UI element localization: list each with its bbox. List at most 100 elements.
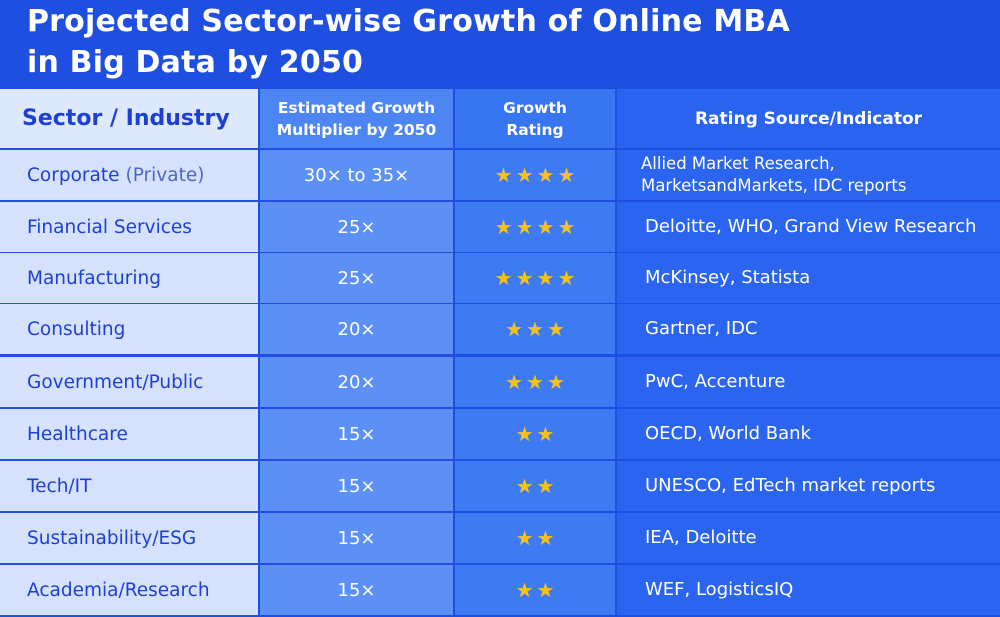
sector-label: Government/Public xyxy=(27,371,204,393)
star-icon: ★ xyxy=(515,215,534,239)
multiplier-cell: 30× to 35× xyxy=(260,150,453,200)
star-icon: ★ xyxy=(515,578,534,602)
table-row: Consulting 20× ★ ★ ★ Gartner, IDC xyxy=(0,304,1000,354)
header-sector: Sector / Industry xyxy=(0,89,258,148)
rating-cell: ★ ★ ★ xyxy=(455,304,615,354)
star-icon: ★ xyxy=(515,422,534,446)
multiplier-cell: 25× xyxy=(260,253,453,303)
table-row: Government/Public 20× ★ ★ ★ PwC, Accenture xyxy=(0,357,1000,407)
header-multiplier: Estimated Growth Multiplier by 2050 xyxy=(260,89,453,148)
star-icon: ★ xyxy=(494,266,513,290)
title-line-1: Projected Sector-wise Growth of Online M… xyxy=(27,4,790,39)
multiplier-cell: 20× xyxy=(260,304,453,354)
star-icon: ★ xyxy=(536,578,555,602)
star-icon: ★ xyxy=(536,422,555,446)
header-multiplier-line-2: Multiplier by 2050 xyxy=(276,120,437,139)
source-text: OECD, World Bank xyxy=(645,423,811,444)
star-icon: ★ xyxy=(515,526,534,550)
sector-cell: Corporate (Private) xyxy=(0,150,258,200)
title-line-2: in Big Data by 2050 xyxy=(27,45,364,80)
header-rating-line-1: Growth xyxy=(503,98,567,117)
rating-cell: ★ ★ ★ ★ xyxy=(455,253,615,303)
star-icon: ★ xyxy=(536,163,555,187)
star-icon: ★ xyxy=(536,266,555,290)
table-row: Tech/IT 15× ★ ★ UNESCO, EdTech market report… xyxy=(0,461,1000,511)
source-text: PwC, Accenture xyxy=(645,371,786,392)
star-icon: ★ xyxy=(546,370,565,394)
source-cell: McKinsey, Statista xyxy=(617,253,1000,303)
source-cell: UNESCO, EdTech market reports xyxy=(617,461,1000,511)
source-cell: Allied Market Research, MarketsandMarkets… xyxy=(617,150,1000,200)
multiplier-cell: 15× xyxy=(260,513,453,563)
sector-cell: Consulting xyxy=(0,304,258,354)
header-source: Rating Source/Indicator xyxy=(617,89,1000,148)
sector-label: Healthcare xyxy=(27,423,128,445)
table-row: Academia/Research 15× ★ ★ WEF, LogisticsIQ xyxy=(0,565,1000,615)
rating-cell: ★ ★ ★ ★ xyxy=(455,150,615,200)
table-row: Financial Services 25× ★ ★ ★ ★ Deloitte, WHO, … xyxy=(0,202,1000,252)
multiplier-cell: 15× xyxy=(260,565,453,615)
star-icon: ★ xyxy=(536,215,555,239)
rating-cell: ★ ★ xyxy=(455,461,615,511)
star-icon: ★ xyxy=(515,266,534,290)
source-cell: Deloitte, WHO, Grand View Research xyxy=(617,202,1000,252)
sector-cell: Healthcare xyxy=(0,409,258,459)
source-text: Deloitte, WHO, Grand View Research xyxy=(645,216,977,237)
star-icon: ★ xyxy=(526,317,544,341)
star-icon: ★ xyxy=(494,163,513,187)
sector-cell: Financial Services xyxy=(0,202,258,252)
sector-cell: Academia/Research xyxy=(0,565,258,615)
star-icon: ★ xyxy=(536,474,555,498)
star-icon: ★ xyxy=(557,266,576,290)
table-row: Manufacturing 25× ★ ★ ★ ★ McKinsey, Statista xyxy=(0,253,1000,303)
star-icon: ★ xyxy=(515,163,534,187)
source-cell: Gartner, IDC xyxy=(617,304,1000,354)
star-icon: ★ xyxy=(557,163,576,187)
star-icon: ★ xyxy=(505,370,524,394)
multiplier-cell: 15× xyxy=(260,461,453,511)
source-text: WEF, LogisticsIQ xyxy=(645,579,794,600)
sector-note: (Private) xyxy=(125,164,205,186)
source-line-1: Allied Market Research, xyxy=(641,154,835,173)
sector-label: Corporate xyxy=(27,164,120,186)
multiplier-cell: 15× xyxy=(260,409,453,459)
rating-cell: ★ ★ xyxy=(455,409,615,459)
source-cell: PwC, Accenture xyxy=(617,357,1000,407)
table-row: Sustainability/ESG 15× ★ ★ IEA, Deloitte xyxy=(0,513,1000,563)
star-icon: ★ xyxy=(505,317,524,341)
rating-cell: ★ ★ xyxy=(455,513,615,563)
sector-cell: Government/Public xyxy=(0,357,258,407)
table-row: Healthcare 15× ★ ★ OECD, World Bank xyxy=(0,409,1000,459)
multiplier-cell: 20× xyxy=(260,357,453,407)
multiplier-cell: 25× xyxy=(260,202,453,252)
star-icon: ★ xyxy=(536,526,555,550)
sector-label: Tech/IT xyxy=(27,475,92,497)
star-icon: ★ xyxy=(526,370,544,394)
star-icon: ★ xyxy=(557,215,576,239)
table-row: Corporate (Private) 30× to 35× ★ ★ ★ ★ Allied M… xyxy=(0,150,1000,200)
star-icon: ★ xyxy=(515,474,534,498)
source-line-2: MarketsandMarkets, IDC reports xyxy=(641,176,907,195)
star-icon: ★ xyxy=(494,215,513,239)
header-rating: Growth Rating xyxy=(455,89,615,148)
rating-cell: ★ ★ xyxy=(455,565,615,615)
table-header-row: Sector / Industry Estimated Growth Multi… xyxy=(0,89,1000,148)
star-icon: ★ xyxy=(546,317,565,341)
header-rating-line-2: Rating xyxy=(506,120,564,139)
sector-label: Consulting xyxy=(27,318,126,340)
source-cell: WEF, LogisticsIQ xyxy=(617,565,1000,615)
page-title: Projected Sector-wise Growth of Online M… xyxy=(27,1,987,83)
sector-label: Academia/Research xyxy=(27,579,210,601)
sector-label: Sustainability/ESG xyxy=(27,527,197,549)
source-text: McKinsey, Statista xyxy=(645,267,811,288)
sector-cell: Sustainability/ESG xyxy=(0,513,258,563)
growth-table: Sector / Industry Estimated Growth Multi… xyxy=(0,89,1000,617)
sector-label: Financial Services xyxy=(27,216,192,238)
sector-label: Manufacturing xyxy=(27,267,161,289)
source-text: UNESCO, EdTech market reports xyxy=(645,475,936,496)
rating-cell: ★ ★ ★ ★ xyxy=(455,202,615,252)
sector-cell: Tech/IT xyxy=(0,461,258,511)
header-multiplier-line-1: Estimated Growth xyxy=(277,98,436,117)
source-cell: OECD, World Bank xyxy=(617,409,1000,459)
